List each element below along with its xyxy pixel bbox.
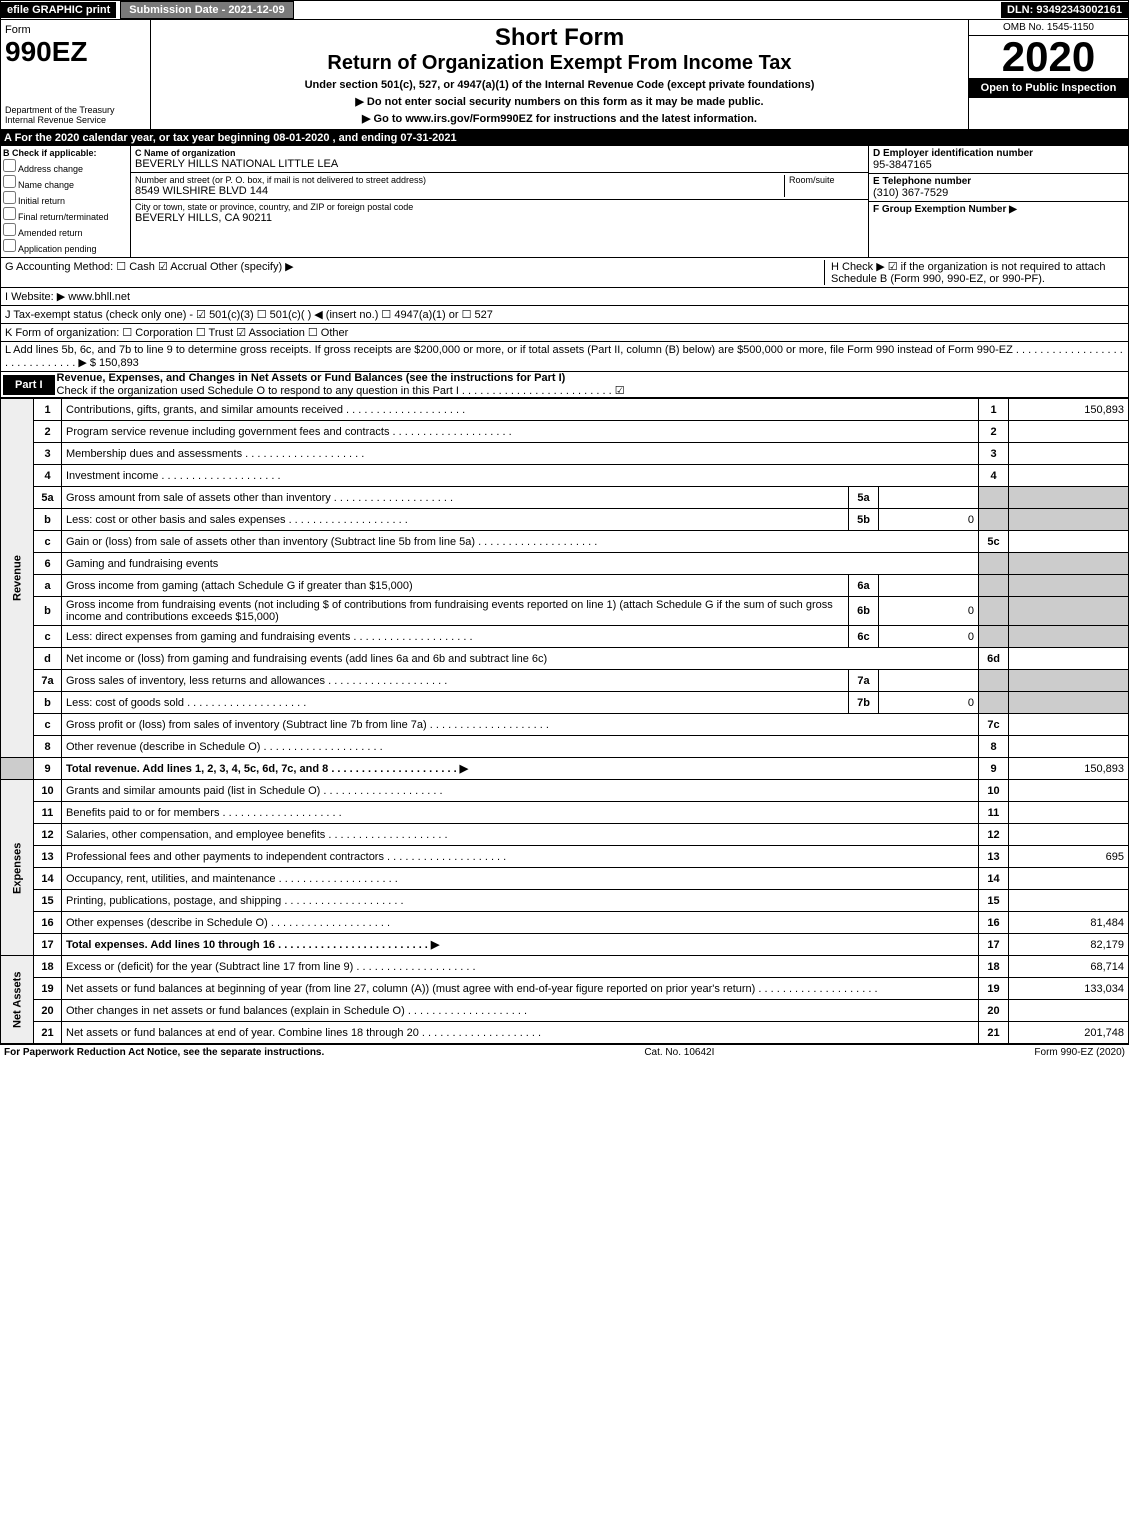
website-row: I Website: ▶ www.bhll.net — [0, 288, 1129, 306]
page-footer: For Paperwork Reduction Act Notice, see … — [0, 1044, 1129, 1060]
line-9: 9Total revenue. Add lines 1, 2, 3, 4, 5c… — [1, 758, 1129, 780]
line-7a: 7aGross sales of inventory, less returns… — [1, 670, 1129, 692]
chk-address-change[interactable]: Address change — [3, 159, 128, 174]
chk-initial-return[interactable]: Initial return — [3, 191, 128, 206]
form-word: Form — [5, 24, 146, 36]
part1-table: Revenue 1 Contributions, gifts, grants, … — [0, 398, 1129, 1044]
info-grid: B Check if applicable: Address change Na… — [0, 146, 1129, 258]
netassets-vert-label: Net Assets — [1, 956, 34, 1044]
tax-exempt-status: J Tax-exempt status (check only one) - ☑… — [0, 306, 1129, 324]
line-3: 3Membership dues and assessments3 — [1, 443, 1129, 465]
part1-check: Check if the organization used Schedule … — [57, 384, 1128, 397]
line-8: 8Other revenue (describe in Schedule O)8 — [1, 736, 1129, 758]
line-6c: cLess: direct expenses from gaming and f… — [1, 626, 1129, 648]
line-1: Revenue 1 Contributions, gifts, grants, … — [1, 399, 1129, 421]
line-5a: 5aGross amount from sale of assets other… — [1, 487, 1129, 509]
ein-value: 95-3847165 — [873, 159, 1124, 171]
street-address: 8549 WILSHIRE BLVD 144 — [135, 185, 784, 197]
gross-receipts-note: L Add lines 5b, 6c, and 7b to line 9 to … — [0, 342, 1129, 372]
tax-year: 2020 — [969, 36, 1128, 78]
footer-mid: Cat. No. 10642I — [644, 1047, 714, 1058]
line-10: Expenses 10Grants and similar amounts pa… — [1, 780, 1129, 802]
line-6: 6Gaming and fundraising events — [1, 553, 1129, 575]
line-21: 21Net assets or fund balances at end of … — [1, 1022, 1129, 1044]
header-bar: efile GRAPHIC print Submission Date - 20… — [0, 0, 1129, 20]
line-6a: aGross income from gaming (attach Schedu… — [1, 575, 1129, 597]
org-name: BEVERLY HILLS NATIONAL LITTLE LEA — [135, 158, 864, 170]
org-name-label: C Name of organization — [135, 148, 864, 158]
col-d-ids: D Employer identification number 95-3847… — [868, 146, 1128, 257]
ssn-warning: ▶ Do not enter social security numbers o… — [155, 95, 964, 108]
line-12: 12Salaries, other compensation, and empl… — [1, 824, 1129, 846]
title-row: Form 990EZ Department of the Treasury In… — [0, 20, 1129, 130]
row-g-h: G Accounting Method: ☐ Cash ☑ Accrual Ot… — [0, 258, 1129, 288]
group-exemption-label: F Group Exemption Number ▶ — [873, 204, 1124, 215]
col-b-header: B Check if applicable: — [3, 148, 128, 158]
main-title: Return of Organization Exempt From Incom… — [155, 52, 964, 75]
line-4: 4Investment income4 — [1, 465, 1129, 487]
schedule-b-check: H Check ▶ ☑ if the organization is not r… — [824, 260, 1124, 285]
line-20: 20Other changes in net assets or fund ba… — [1, 1000, 1129, 1022]
irs-label: Internal Revenue Service — [5, 115, 146, 125]
col-c-org-info: C Name of organization BEVERLY HILLS NAT… — [131, 146, 868, 257]
line-7c: cGross profit or (loss) from sales of in… — [1, 714, 1129, 736]
tel-label: E Telephone number — [873, 176, 1124, 187]
row-a: A For the 2020 calendar year, or tax yea… — [0, 130, 1129, 146]
room-suite-label: Room/suite — [784, 175, 864, 197]
revenue-vert-label: Revenue — [1, 399, 34, 758]
title-center: Short Form Return of Organization Exempt… — [151, 20, 968, 129]
chk-application-pending[interactable]: Application pending — [3, 239, 128, 254]
line-16: 16Other expenses (describe in Schedule O… — [1, 912, 1129, 934]
ein-label: D Employer identification number — [873, 148, 1124, 159]
year-box: OMB No. 1545-1150 2020 Open to Public In… — [968, 20, 1128, 129]
part1-label: Part I — [3, 375, 55, 395]
dept-label: Department of the Treasury — [5, 105, 146, 115]
short-form-title: Short Form — [155, 24, 964, 52]
line-17: 17Total expenses. Add lines 10 through 1… — [1, 934, 1129, 956]
open-public: Open to Public Inspection — [969, 78, 1128, 98]
line-5b: bLess: cost or other basis and sales exp… — [1, 509, 1129, 531]
dln-label: DLN: 93492343002161 — [1001, 2, 1128, 18]
line-15: 15Printing, publications, postage, and s… — [1, 890, 1129, 912]
line-5c: cGain or (loss) from sale of assets othe… — [1, 531, 1129, 553]
city-label: City or town, state or province, country… — [135, 202, 864, 212]
form-number-box: Form 990EZ Department of the Treasury In… — [1, 20, 151, 129]
chk-amended-return[interactable]: Amended return — [3, 223, 128, 238]
line-18: Net Assets 18Excess or (deficit) for the… — [1, 956, 1129, 978]
city-state-zip: BEVERLY HILLS, CA 90211 — [135, 212, 864, 224]
under-section: Under section 501(c), 527, or 4947(a)(1)… — [155, 79, 964, 91]
form-of-organization: K Form of organization: ☐ Corporation ☐ … — [0, 324, 1129, 342]
footer-right: Form 990-EZ (2020) — [1034, 1047, 1125, 1058]
efile-button[interactable]: efile GRAPHIC print — [1, 2, 116, 18]
line-13: 13Professional fees and other payments t… — [1, 846, 1129, 868]
line-6d: dNet income or (loss) from gaming and fu… — [1, 648, 1129, 670]
line-11: 11Benefits paid to or for members11 — [1, 802, 1129, 824]
chk-final-return[interactable]: Final return/terminated — [3, 207, 128, 222]
accounting-method: G Accounting Method: ☐ Cash ☑ Accrual Ot… — [5, 260, 824, 285]
line-14: 14Occupancy, rent, utilities, and mainte… — [1, 868, 1129, 890]
line-7b: bLess: cost of goods sold7b0 — [1, 692, 1129, 714]
chk-name-change[interactable]: Name change — [3, 175, 128, 190]
footer-left: For Paperwork Reduction Act Notice, see … — [4, 1047, 324, 1058]
expenses-vert-label: Expenses — [1, 780, 34, 956]
part1-header: Part I Revenue, Expenses, and Changes in… — [0, 372, 1129, 398]
line-19: 19Net assets or fund balances at beginni… — [1, 978, 1129, 1000]
goto-link[interactable]: ▶ Go to www.irs.gov/Form990EZ for instru… — [155, 112, 964, 125]
form-number: 990EZ — [5, 36, 146, 68]
part1-title: Revenue, Expenses, and Changes in Net As… — [57, 372, 1128, 384]
submission-date-button[interactable]: Submission Date - 2021-12-09 — [120, 1, 293, 19]
line-2: 2Program service revenue including gover… — [1, 421, 1129, 443]
col-b-checkboxes: B Check if applicable: Address change Na… — [1, 146, 131, 257]
line-6b: bGross income from fundraising events (n… — [1, 597, 1129, 626]
street-label: Number and street (or P. O. box, if mail… — [135, 175, 784, 185]
tel-value: (310) 367-7529 — [873, 187, 1124, 199]
